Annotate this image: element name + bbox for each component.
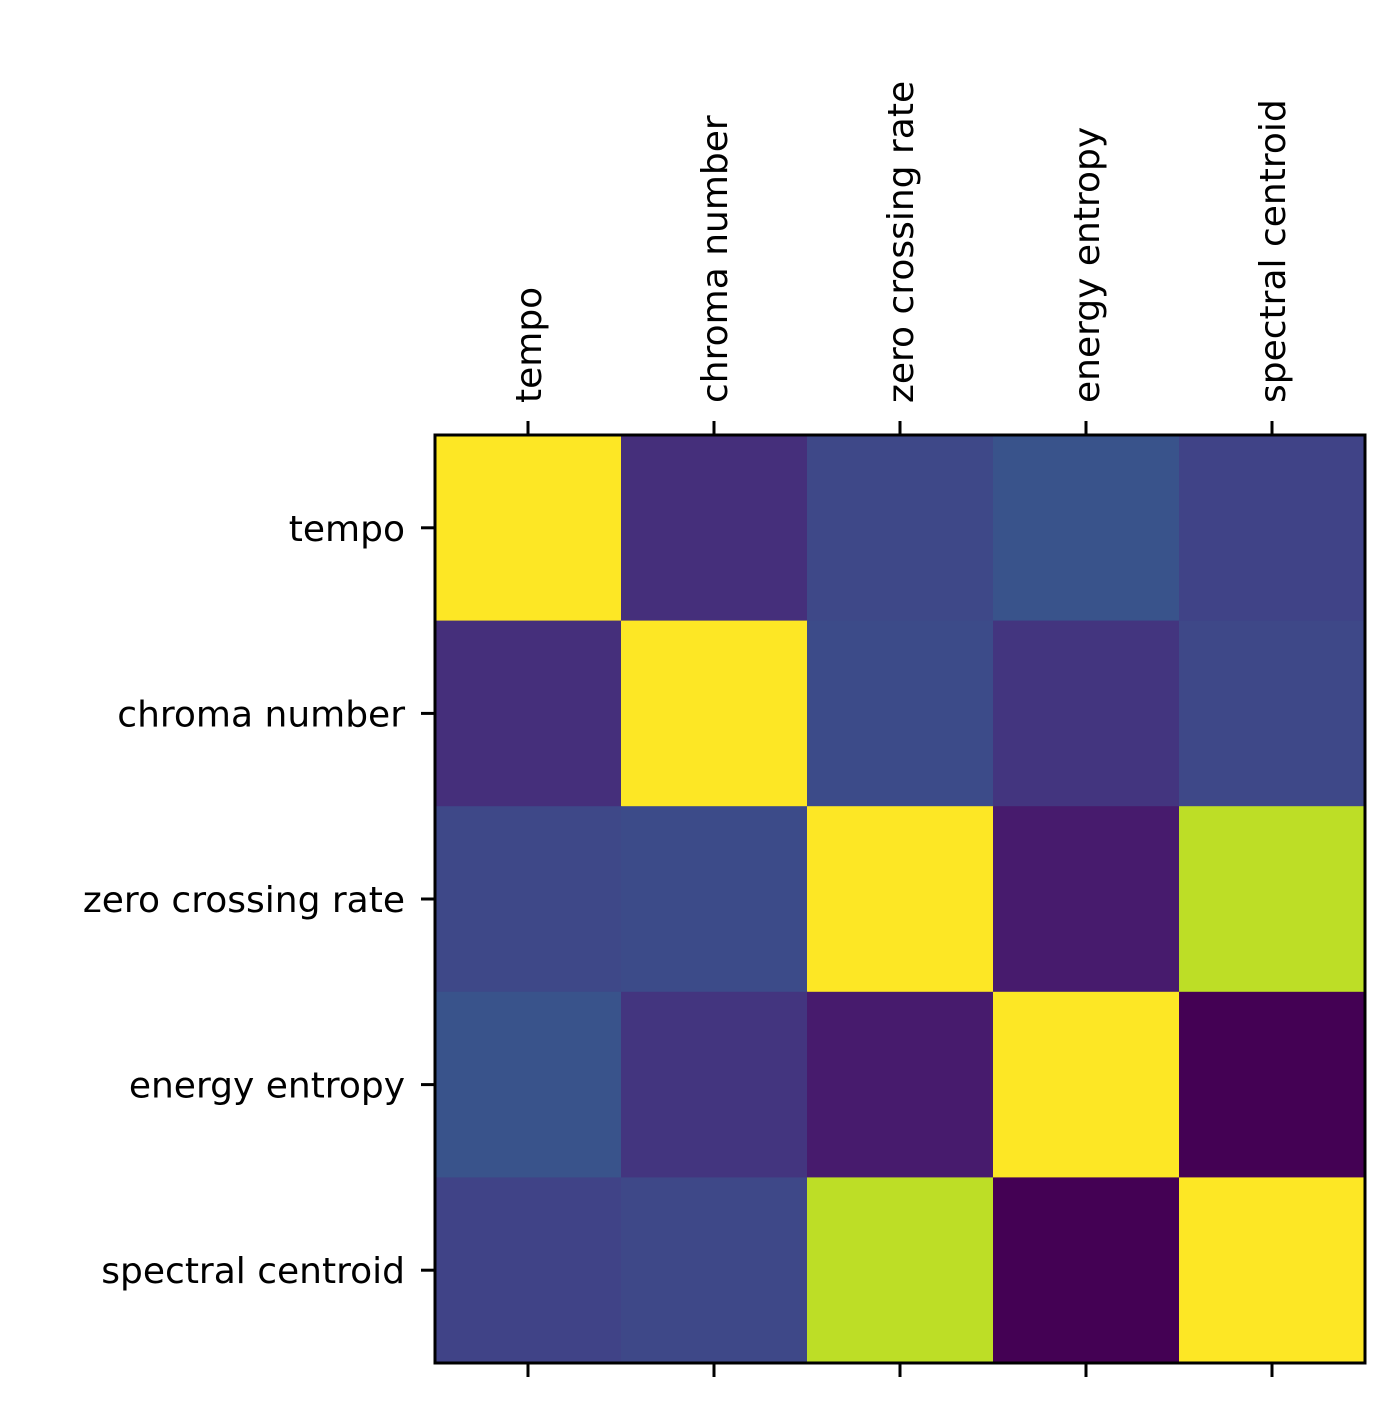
heatmap-cells	[435, 435, 1366, 1364]
heatmap-cell	[807, 620, 994, 807]
heatmap-cell	[1179, 435, 1366, 622]
x-tick-label: tempo	[509, 287, 550, 403]
axis-ticks	[421, 421, 1274, 1377]
y-tick-label: zero crossing rate	[83, 880, 405, 921]
x-tick-label: chroma number	[695, 115, 736, 403]
heatmap-cell	[807, 1177, 994, 1364]
heatmap-cell	[807, 991, 994, 1178]
heatmap-cell	[1179, 991, 1366, 1178]
heatmap-cell	[621, 620, 808, 807]
y-tick-labels: tempo chroma number zero crossing rate ener…	[83, 509, 405, 1292]
heatmap-cell	[807, 435, 994, 622]
heatmap-cell	[993, 1177, 1180, 1364]
heatmap-cell	[621, 806, 808, 993]
heatmap-cell	[621, 991, 808, 1178]
x-tick-label: spectral centroid	[1253, 99, 1294, 403]
x-tick-labels: tempo chroma number zero crossing rate ener…	[509, 81, 1294, 403]
heatmap-cell	[993, 991, 1180, 1178]
heatmap-cell	[435, 435, 622, 622]
heatmap-cell	[993, 620, 1180, 807]
heatmap-cell	[1179, 620, 1366, 807]
heatmap-cell	[435, 806, 622, 993]
heatmap-cell	[621, 435, 808, 622]
heatmap-cell	[1179, 806, 1366, 993]
y-tick-label: spectral centroid	[101, 1251, 405, 1292]
heatmap-cell	[435, 1177, 622, 1364]
heatmap-cell	[807, 806, 994, 993]
heatmap-cell	[993, 435, 1180, 622]
heatmap-cell	[621, 1177, 808, 1364]
heatmap-cell	[1179, 1177, 1366, 1364]
x-tick-label: zero crossing rate	[881, 81, 922, 403]
y-tick-label: energy entropy	[129, 1066, 405, 1107]
heatmap-cell	[435, 991, 622, 1178]
y-tick-label: tempo	[289, 509, 405, 550]
heatmap-cell	[993, 806, 1180, 993]
x-tick-label: energy entropy	[1067, 127, 1108, 403]
y-tick-label: chroma number	[117, 694, 405, 735]
heatmap-cell	[435, 620, 622, 807]
